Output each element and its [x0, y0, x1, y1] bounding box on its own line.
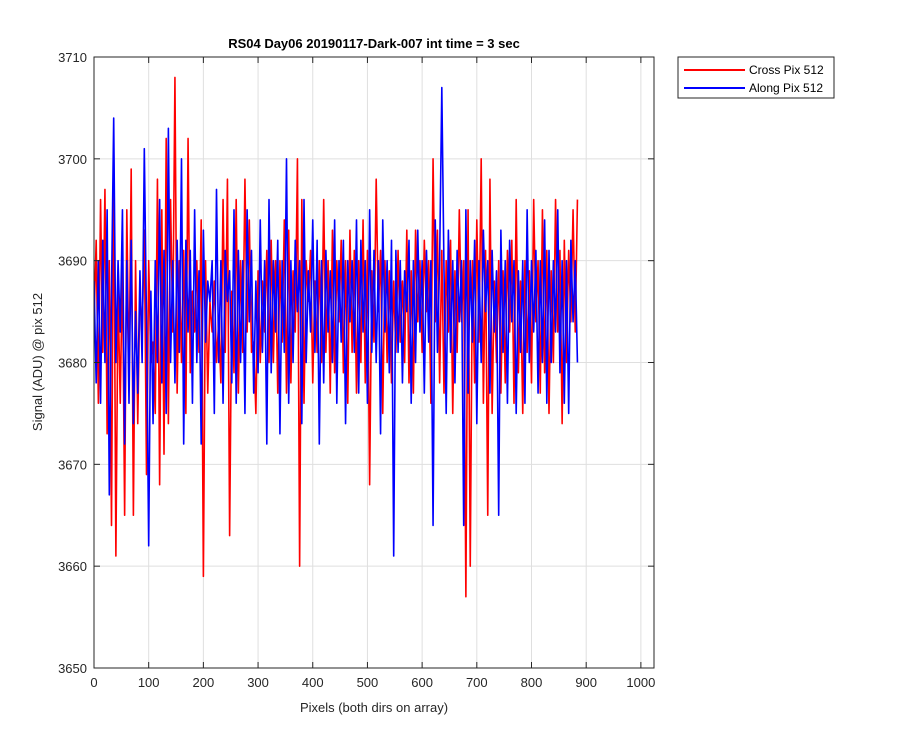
- y-tick-label: 3670: [58, 457, 87, 472]
- x-tick-label: 400: [302, 675, 324, 690]
- y-tick-labels: 3650 3660 3670 3680 3690 3700 3710: [58, 50, 87, 676]
- y-tick-label: 3660: [58, 559, 87, 574]
- y-tick-label: 3700: [58, 152, 87, 167]
- x-tick-label: 300: [247, 675, 269, 690]
- y-tick-label: 3680: [58, 356, 87, 371]
- legend-label-cross: Cross Pix 512: [749, 63, 824, 77]
- legend-box: [677, 56, 835, 99]
- x-tick-label: 100: [138, 675, 160, 690]
- x-tick-label: 1000: [626, 675, 655, 690]
- y-axis-label: Signal (ADU) @ pix 512: [30, 293, 45, 431]
- x-tick-label: 0: [90, 675, 97, 690]
- x-tick-label: 200: [193, 675, 215, 690]
- x-tick-label: 700: [466, 675, 488, 690]
- x-tick-labels: 0 100 200 300 400 500 600 700 800 900 1000: [90, 675, 655, 690]
- x-tick-label: 800: [521, 675, 543, 690]
- x-tick-label: 500: [357, 675, 379, 690]
- x-tick-label: 600: [411, 675, 433, 690]
- chart-title: RS04 Day06 20190117-Dark-007 int time = …: [228, 36, 520, 51]
- x-tick-label: 900: [575, 675, 597, 690]
- series-line-along-pix-512: [94, 86, 579, 557]
- legend-label-along: Along Pix 512: [749, 81, 823, 95]
- y-tick-label: 3650: [58, 661, 87, 676]
- y-tick-label: 3690: [58, 254, 87, 269]
- grid: [93, 56, 654, 669]
- legend: Cross Pix 512 Along Pix 512: [677, 56, 835, 99]
- y-tick-label: 3710: [58, 50, 87, 65]
- plot-area: [94, 76, 579, 598]
- x-axis-label: Pixels (both dirs on array): [300, 700, 448, 715]
- tick-marks: [93, 56, 654, 669]
